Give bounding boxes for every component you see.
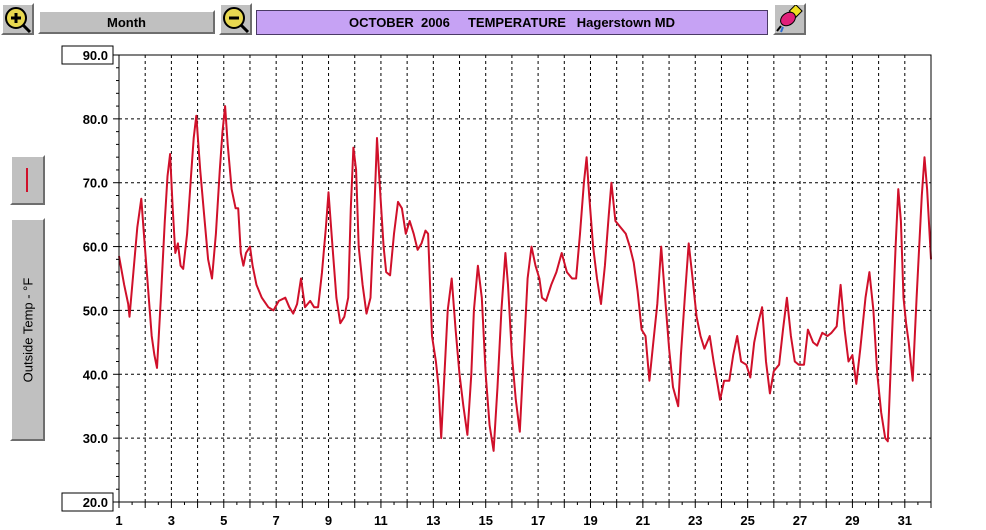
chart-title: OCTOBER 2006 TEMPERATURE Hagerstown MD [256, 10, 768, 35]
y-tick-label: 60.0 [83, 240, 108, 255]
x-tick-label: 29 [845, 513, 859, 528]
y-tick-label: 50.0 [83, 303, 108, 318]
paint-bucket-icon [776, 3, 803, 33]
y-tick-label: 20.0 [83, 495, 108, 510]
series-swatch-button[interactable] [10, 155, 45, 205]
x-tick-label: 31 [898, 513, 912, 528]
y-tick-label: 30.0 [83, 431, 108, 446]
x-tick-label: 5 [220, 513, 227, 528]
magnifier-minus-icon [223, 7, 250, 34]
x-tick-label: 7 [273, 513, 280, 528]
zoom-in-button[interactable] [1, 3, 34, 35]
x-tick-label: 11 [374, 513, 388, 528]
magnifier-plus-icon [5, 7, 32, 34]
series-line-swatch [26, 168, 28, 192]
x-tick-label: 1 [115, 513, 122, 528]
x-tick-label: 9 [325, 513, 332, 528]
x-tick-label: 25 [740, 513, 754, 528]
x-tick-label: 19 [583, 513, 597, 528]
x-tick-label: 21 [636, 513, 650, 528]
y-axis-label-button[interactable]: Outside Temp - °F [10, 218, 45, 441]
zoom-out-button[interactable] [219, 3, 252, 35]
series-line [118, 105, 932, 452]
grid [113, 54, 932, 508]
y-tick-label-box [61, 492, 114, 512]
y-tick-label: 80.0 [83, 112, 108, 127]
y-tick-label: 40.0 [83, 367, 108, 382]
range-label: Month [107, 14, 146, 30]
x-tick-label: 13 [426, 513, 440, 528]
x-tick-label: 3 [168, 513, 175, 528]
x-tick-label: 15 [478, 513, 492, 528]
y-tick-labels: 20.0 30.0 40.0 50.0 60.0 70.0 80.0 90.0 [61, 45, 114, 512]
y-tick-label: 90.0 [83, 48, 108, 63]
x-tick-label: 27 [793, 513, 807, 528]
paint-button[interactable] [773, 3, 806, 35]
x-tick-label: 23 [688, 513, 702, 528]
y-tick-label: 70.0 [83, 176, 108, 191]
x-tick-labels: 1 3 5 7 9 11 13 15 17 19 21 23 25 27 29 31 [115, 513, 912, 528]
y-tick-label-box [61, 45, 114, 65]
plot-frame [118, 54, 932, 503]
x-tick-label: 17 [531, 513, 545, 528]
range-button[interactable]: Month [38, 10, 215, 34]
